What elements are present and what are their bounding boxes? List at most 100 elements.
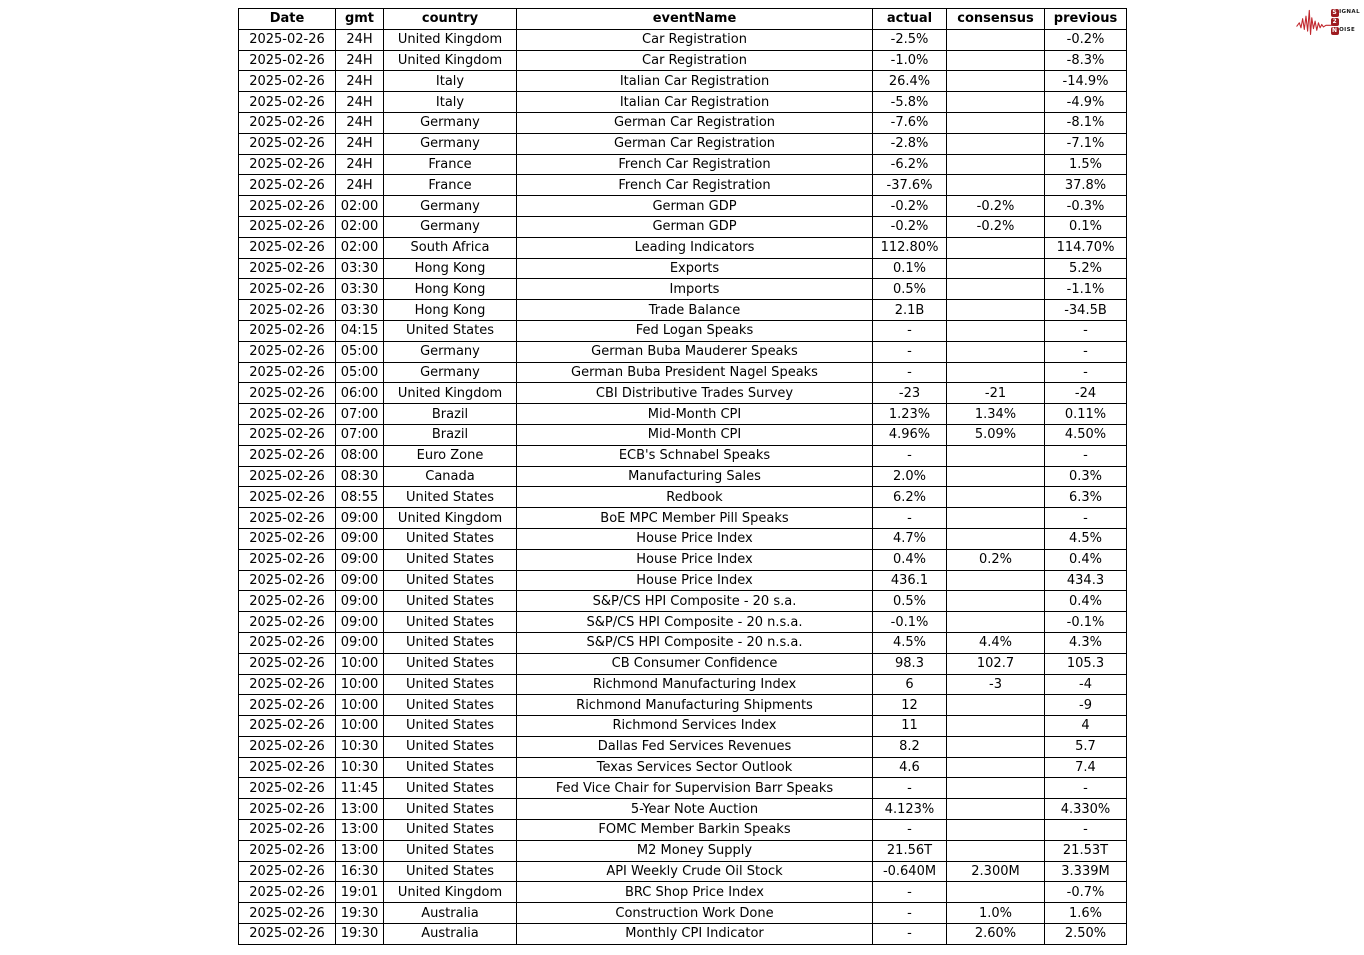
- table-cell: 24H: [335, 174, 384, 197]
- table-cell: Australia: [383, 923, 517, 945]
- table-cell: United States: [383, 631, 517, 654]
- table-cell: 05:00: [335, 361, 384, 384]
- table-cell: 2025-02-26: [238, 465, 336, 488]
- table-cell: 09:00: [335, 631, 384, 654]
- table-row: 2025-02-26 24H United Kingdom Car Registrat…: [238, 28, 1127, 51]
- table-cell: 5-Year Note Auction: [516, 798, 873, 821]
- table-cell: 0.4%: [1044, 548, 1127, 571]
- table-cell: United Kingdom: [383, 881, 517, 904]
- table-cell: 4.330%: [1044, 798, 1127, 821]
- table-cell: 2025-02-26: [238, 486, 336, 509]
- table-cell: 2025-02-26: [238, 132, 336, 155]
- table-row: 2025-02-26 11:45 United States Fed Vice Cha…: [238, 777, 1127, 800]
- table-cell: French Car Registration: [516, 153, 873, 176]
- table-cell: 6: [872, 673, 947, 696]
- table-cell: United States: [383, 569, 517, 592]
- table-cell: German GDP: [516, 215, 873, 238]
- table-cell: 2025-02-26: [238, 319, 336, 342]
- table-cell: 0.5%: [872, 590, 947, 613]
- table-row: 2025-02-26 10:00 United States Richmond Man…: [238, 694, 1127, 717]
- column-header-gmt: gmt: [335, 8, 384, 30]
- table-cell: 07:00: [335, 403, 384, 425]
- signal2noise-logo: S IGNAL 2 N OISE: [1296, 4, 1360, 40]
- table-cell: 0.5%: [872, 278, 947, 301]
- table-cell: United States: [383, 715, 517, 737]
- table-cell: 19:30: [335, 902, 384, 925]
- table-cell: 2025-02-26: [238, 257, 336, 280]
- table-cell: M2 Money Supply: [516, 839, 873, 862]
- table-cell: 10:00: [335, 652, 384, 675]
- table-cell: -0.1%: [1044, 611, 1127, 633]
- table-cell: -1.0%: [872, 49, 947, 72]
- table-cell: United Kingdom: [383, 49, 517, 72]
- table-cell: 2025-02-26: [238, 860, 336, 883]
- table-cell: -7.1%: [1044, 132, 1127, 155]
- table-cell: [946, 91, 1045, 113]
- table-cell: 2025-02-26: [238, 611, 336, 633]
- table-cell: 5.09%: [946, 423, 1045, 446]
- column-header-actual: actual: [872, 8, 947, 30]
- table-cell: 2025-02-26: [238, 28, 336, 51]
- table-row: 2025-02-26 19:01 United Kingdom BRC Shop Pr…: [238, 881, 1127, 904]
- table-cell: United States: [383, 694, 517, 717]
- table-cell: [946, 486, 1045, 509]
- table-cell: Germany: [383, 132, 517, 155]
- table-cell: 2025-02-26: [238, 569, 336, 592]
- table-cell: United Kingdom: [383, 382, 517, 405]
- table-cell: -0.2%: [1044, 28, 1127, 51]
- table-cell: 436.1: [872, 569, 947, 592]
- table-cell: -0.2%: [872, 215, 947, 238]
- table-cell: France: [383, 153, 517, 176]
- table-cell: United States: [383, 756, 517, 779]
- table-cell: -: [872, 923, 947, 945]
- table-cell: 2025-02-26: [238, 694, 336, 717]
- logo-badge-2: 2: [1330, 18, 1339, 26]
- column-header-previous: previous: [1044, 8, 1127, 30]
- table-cell: 03:30: [335, 299, 384, 321]
- table-cell: -1.1%: [1044, 278, 1127, 301]
- table-cell: Texas Services Sector Outlook: [516, 756, 873, 779]
- table-cell: 2025-02-26: [238, 195, 336, 217]
- table-cell: Germany: [383, 361, 517, 384]
- table-cell: 2025-02-26: [238, 652, 336, 675]
- table-cell: United States: [383, 673, 517, 696]
- table-cell: -4.9%: [1044, 91, 1127, 113]
- table-cell: -21: [946, 382, 1045, 405]
- table-cell: 5.7: [1044, 735, 1127, 758]
- table-cell: German GDP: [516, 195, 873, 217]
- table-cell: 24H: [335, 153, 384, 176]
- logo-line-noise: N OISE: [1330, 27, 1360, 35]
- table-cell: Canada: [383, 465, 517, 488]
- table-cell: -: [1044, 507, 1127, 529]
- table-cell: United States: [383, 611, 517, 633]
- table-cell: Germany: [383, 195, 517, 217]
- table-cell: 16:30: [335, 860, 384, 883]
- table-row: 2025-02-26 24H Germany German Car Registrat…: [238, 111, 1127, 134]
- table-cell: 2025-02-26: [238, 777, 336, 800]
- column-header-eventname: eventName: [516, 8, 873, 30]
- table-cell: 08:00: [335, 444, 384, 467]
- table-cell: Richmond Manufacturing Index: [516, 673, 873, 696]
- table-cell: [946, 735, 1045, 758]
- table-cell: 0.4%: [1044, 590, 1127, 613]
- table-cell: 2025-02-26: [238, 756, 336, 779]
- table-cell: Hong Kong: [383, 257, 517, 280]
- table-row: 2025-02-26 07:00 Brazil Mid-Month CPI 1.23% 1…: [238, 403, 1127, 425]
- table-cell: [946, 319, 1045, 342]
- logo-text-block: S IGNAL 2 N OISE: [1330, 9, 1360, 35]
- table-cell: Redbook: [516, 486, 873, 509]
- table-cell: United States: [383, 819, 517, 841]
- table-cell: United States: [383, 839, 517, 862]
- table-cell: 2025-02-26: [238, 631, 336, 654]
- table-row: 2025-02-26 03:30 Hong Kong Imports 0.5% -1.1%: [238, 278, 1127, 301]
- table-cell: 2025-02-26: [238, 70, 336, 93]
- table-cell: 2025-02-26: [238, 798, 336, 821]
- table-cell: 2025-02-26: [238, 839, 336, 862]
- table-cell: Mid-Month CPI: [516, 423, 873, 446]
- table-cell: -2.8%: [872, 132, 947, 155]
- table-cell: 4.6: [872, 756, 947, 779]
- header-row: Date gmt country eventName actual consen…: [238, 8, 1127, 30]
- table-cell: 2025-02-26: [238, 153, 336, 176]
- table-row: 2025-02-26 09:00 United States House Price …: [238, 527, 1127, 550]
- table-cell: BRC Shop Price Index: [516, 881, 873, 904]
